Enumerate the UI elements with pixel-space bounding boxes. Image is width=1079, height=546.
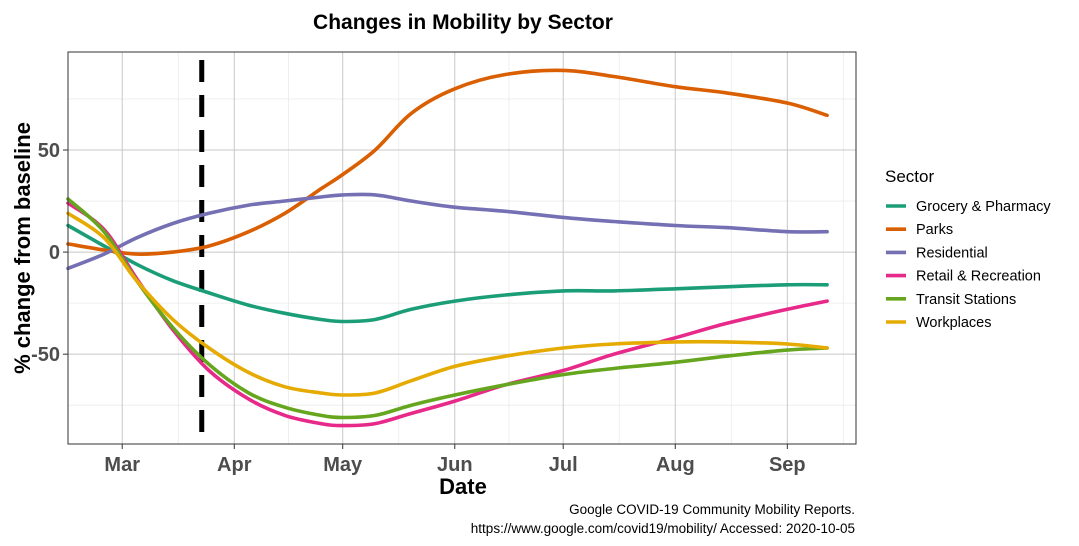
series-line-residential — [66, 192, 829, 271]
legend: Sector Grocery & Pharmacy Parks Residentia… — [885, 167, 1051, 331]
major-gridlines — [68, 52, 856, 444]
y-tick-label: 0 — [49, 242, 60, 264]
legend-title: Sector — [885, 167, 934, 186]
legend-label-retail-recreation: Retail & Recreation — [916, 269, 1041, 285]
plot-panel-border — [67, 51, 857, 445]
series-line-transit-stations — [66, 197, 829, 420]
legend-label-parks: Parks — [916, 222, 953, 238]
series-line-retail-recreation — [66, 201, 829, 428]
series-line-parks — [66, 68, 829, 256]
x-tick-label: May — [323, 454, 363, 476]
y-tick-label: -50 — [31, 344, 60, 366]
x-tick-label: Apr — [217, 454, 252, 476]
y-axis-title: % change from baseline — [10, 122, 35, 374]
chart-title: Changes in Mobility by Sector — [313, 11, 613, 34]
legend-label-transit-stations: Transit Stations — [916, 292, 1016, 308]
minor-gridlines — [68, 52, 856, 444]
x-axis-ticks: Mar Apr May Jun Jul Aug Sep — [104, 444, 806, 476]
series-lines — [66, 68, 829, 428]
x-tick-label: Aug — [656, 454, 695, 476]
legend-label-workplaces: Workplaces — [916, 315, 991, 331]
series-line-grocery-pharmacy — [66, 223, 829, 324]
x-tick-label: Jun — [437, 454, 473, 476]
legend-label-residential: Residential — [916, 245, 988, 261]
x-tick-label: Jul — [549, 454, 578, 476]
x-tick-label: Mar — [104, 454, 140, 476]
legend-label-grocery-pharmacy: Grocery & Pharmacy — [916, 199, 1051, 215]
caption-line-1: Google COVID-19 Community Mobility Repor… — [569, 502, 855, 517]
x-tick-label: Sep — [769, 454, 806, 476]
y-tick-label: 50 — [38, 140, 60, 162]
series-line-workplaces — [66, 211, 829, 397]
y-axis-ticks: 50 0 -50 — [31, 140, 68, 366]
caption-line-2: https://www.google.com/covid19/mobility/… — [471, 521, 855, 536]
x-axis-title: Date — [439, 474, 487, 499]
